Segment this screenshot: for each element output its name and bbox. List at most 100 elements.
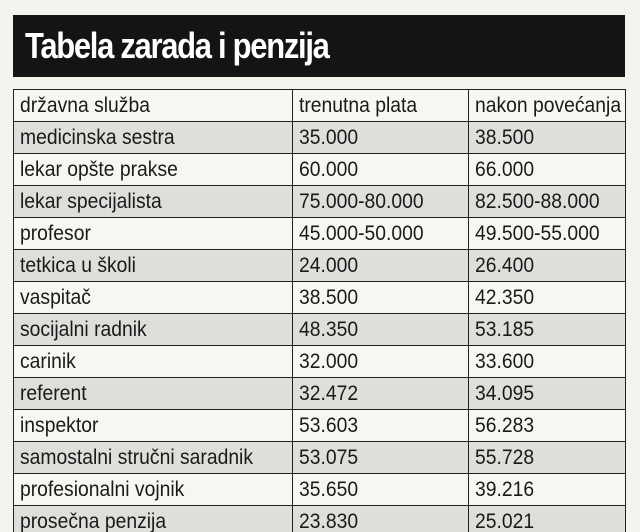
cell-current-salary: 35.650 xyxy=(292,473,469,506)
table-row: samostalni stručni saradnik 53.075 55.728 xyxy=(13,441,626,474)
salary-table: državna služba trenutna plata nakon pove… xyxy=(13,89,626,532)
cell-service: profesor xyxy=(13,217,293,250)
cell-value: 53.185 xyxy=(475,317,535,341)
cell-after-increase: 82.500-88.000 xyxy=(468,185,626,218)
cell-value: referent xyxy=(20,381,87,405)
cell-after-increase: 38.500 xyxy=(468,121,626,154)
table-row: profesor 45.000-50.000 49.500-55.000 xyxy=(13,217,626,250)
cell-value: inspektor xyxy=(20,413,99,437)
cell-service: profesionalni vojnik xyxy=(13,473,293,506)
cell-after-increase: 42.350 xyxy=(468,281,626,314)
cell-after-increase: 66.000 xyxy=(468,153,626,186)
cell-service: prosečna penzija xyxy=(13,505,293,532)
cell-value: carinik xyxy=(20,349,76,373)
table-row: inspektor 53.603 56.283 xyxy=(13,409,626,442)
cell-service: vaspitač xyxy=(13,281,293,314)
header-label: trenutna plata xyxy=(299,93,418,117)
cell-value: 45.000-50.000 xyxy=(299,221,424,245)
cell-value: 26.400 xyxy=(475,253,535,277)
table-row: lekar opšte prakse 60.000 66.000 xyxy=(13,153,626,186)
cell-service: carinik xyxy=(13,345,293,378)
cell-current-salary: 45.000-50.000 xyxy=(292,217,469,250)
cell-value: 25.021 xyxy=(475,509,535,532)
cell-value: profesionalni vojnik xyxy=(20,477,185,501)
cell-service: referent xyxy=(13,377,293,410)
table-row: prosečna penzija 23.830 25.021 xyxy=(13,505,626,532)
header-label: nakon povećanja xyxy=(475,93,622,117)
cell-value: 49.500-55.000 xyxy=(475,221,600,245)
cell-current-salary: 75.000-80.000 xyxy=(292,185,469,218)
cell-value: 53.603 xyxy=(299,413,359,437)
cell-service: inspektor xyxy=(13,409,293,442)
cell-after-increase: 25.021 xyxy=(468,505,626,532)
cell-value: lekar specijalista xyxy=(20,189,162,213)
cell-current-salary: 38.500 xyxy=(292,281,469,314)
cell-value: vaspitač xyxy=(20,285,91,309)
cell-value: 66.000 xyxy=(475,157,535,181)
cell-value: 38.500 xyxy=(299,285,359,309)
cell-after-increase: 56.283 xyxy=(468,409,626,442)
cell-current-salary: 35.000 xyxy=(292,121,469,154)
header-cell-current-salary: trenutna plata xyxy=(292,89,469,122)
cell-service: lekar specijalista xyxy=(13,185,293,218)
cell-after-increase: 55.728 xyxy=(468,441,626,474)
cell-after-increase: 39.216 xyxy=(468,473,626,506)
cell-value: 39.216 xyxy=(475,477,535,501)
cell-service: samostalni stručni saradnik xyxy=(13,441,293,474)
table-row: referent 32.472 34.095 xyxy=(13,377,626,410)
header-cell-service: državna služba xyxy=(13,89,293,122)
cell-value: 24.000 xyxy=(299,253,359,277)
cell-value: 38.500 xyxy=(475,125,535,149)
cell-value: 23.830 xyxy=(299,509,359,532)
cell-value: 55.728 xyxy=(475,445,535,469)
cell-value: 75.000-80.000 xyxy=(299,189,424,213)
title-bar: Tabela zarada i penzija xyxy=(13,15,625,77)
cell-value: 82.500-88.000 xyxy=(475,189,600,213)
cell-value: socijalni radnik xyxy=(20,317,147,341)
table-row: vaspitač 38.500 42.350 xyxy=(13,281,626,314)
cell-after-increase: 33.600 xyxy=(468,345,626,378)
table-body: državna služba trenutna plata nakon pove… xyxy=(13,89,626,532)
table-row: carinik 32.000 33.600 xyxy=(13,345,626,378)
header-label: državna služba xyxy=(20,93,150,117)
page-title: Tabela zarada i penzija xyxy=(25,25,330,66)
cell-current-salary: 60.000 xyxy=(292,153,469,186)
table-row: profesionalni vojnik 35.650 39.216 xyxy=(13,473,626,506)
table-header-row: državna služba trenutna plata nakon pove… xyxy=(13,89,626,122)
cell-value: tetkica u školi xyxy=(20,253,136,277)
cell-value: prosečna penzija xyxy=(20,509,167,532)
table-row: lekar specijalista 75.000-80.000 82.500-88… xyxy=(13,185,626,218)
cell-value: 35.000 xyxy=(299,125,359,149)
cell-after-increase: 26.400 xyxy=(468,249,626,282)
cell-value: 33.600 xyxy=(475,349,535,373)
cell-value: 56.283 xyxy=(475,413,535,437)
cell-current-salary: 24.000 xyxy=(292,249,469,282)
table-row: medicinska sestra 35.000 38.500 xyxy=(13,121,626,154)
cell-service: tetkica u školi xyxy=(13,249,293,282)
header-cell-after-increase: nakon povećanja xyxy=(468,89,626,122)
cell-value: 32.472 xyxy=(299,381,359,405)
cell-value: 34.095 xyxy=(475,381,535,405)
cell-current-salary: 48.350 xyxy=(292,313,469,346)
cell-value: 53.075 xyxy=(299,445,359,469)
cell-value: 35.650 xyxy=(299,477,359,501)
cell-service: socijalni radnik xyxy=(13,313,293,346)
cell-value: profesor xyxy=(20,221,91,245)
cell-value: lekar opšte prakse xyxy=(20,157,178,181)
cell-value: 42.350 xyxy=(475,285,535,309)
cell-after-increase: 49.500-55.000 xyxy=(468,217,626,250)
cell-service: medicinska sestra xyxy=(13,121,293,154)
cell-after-increase: 53.185 xyxy=(468,313,626,346)
cell-value: medicinska sestra xyxy=(20,125,175,149)
cell-after-increase: 34.095 xyxy=(468,377,626,410)
cell-value: 32.000 xyxy=(299,349,359,373)
table-row: tetkica u školi 24.000 26.400 xyxy=(13,249,626,282)
cell-value: samostalni stručni saradnik xyxy=(20,445,254,469)
table-row: socijalni radnik 48.350 53.185 xyxy=(13,313,626,346)
cell-service: lekar opšte prakse xyxy=(13,153,293,186)
cell-value: 48.350 xyxy=(299,317,359,341)
cell-current-salary: 53.603 xyxy=(292,409,469,442)
cell-current-salary: 23.830 xyxy=(292,505,469,532)
cell-current-salary: 53.075 xyxy=(292,441,469,474)
cell-current-salary: 32.472 xyxy=(292,377,469,410)
